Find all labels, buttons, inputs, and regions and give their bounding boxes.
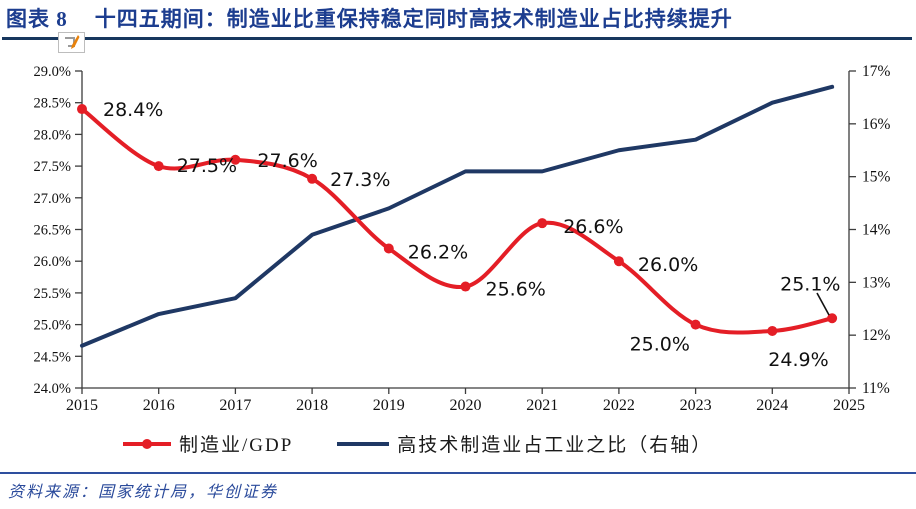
blue-series-line (80, 84, 835, 348)
data-point-label: 27.5% (177, 155, 237, 177)
x-tick-label: 2022 (603, 397, 635, 414)
dual-axis-line-chart: 29.0% 28.5% 28.0% 27.5% 27.0% 26.5% 26.0% 25.5%… (34, 63, 891, 414)
figure-label: 图表 8 (6, 7, 68, 31)
y-right-tick-label: 14% (862, 222, 891, 239)
data-point-marker (827, 313, 838, 324)
title-divider (2, 37, 912, 40)
x-tick-label: 2020 (450, 397, 482, 414)
y-left-tick-label: 29.0% (34, 64, 71, 80)
data-point-label: 25.6% (486, 279, 546, 301)
legend-item-manufacturing-gdp: 制造业/GDP (123, 430, 293, 457)
y-left-tick-label: 24.0% (34, 381, 71, 397)
x-tick-label: 2018 (296, 397, 328, 414)
legend-item-hightech-share: 高技术制造业占工业之比（右轴） (337, 430, 712, 457)
annotation-leader-line (816, 292, 830, 316)
y-left-tick-label: 25.5% (34, 286, 71, 302)
chart-legend: 制造业/GDP 高技术制造业占工业之比（右轴） (123, 430, 712, 457)
data-point-marker (690, 319, 701, 330)
data-point-marker (767, 325, 778, 336)
data-point-label: 26.0% (638, 254, 698, 276)
x-tick-label: 2024 (756, 397, 788, 414)
legend-label: 制造业/GDP (179, 435, 294, 456)
y-left-tick-label: 24.5% (34, 349, 71, 365)
y-right-tick-label: 13% (862, 274, 891, 291)
data-point-label: 26.2% (408, 242, 468, 264)
y-right-tick-label: 12% (862, 327, 891, 344)
y-right-tick-label: 16% (862, 116, 891, 133)
y-left-tick-label: 27.5% (34, 159, 71, 175)
data-point-marker (613, 256, 624, 267)
data-point-label: 27.6% (257, 150, 317, 172)
data-point-marker (153, 161, 164, 172)
y-left-tick-label: 27.0% (34, 191, 71, 207)
figure-header: 图表 8 十四五期间：制造业比重保持稳定同时高技术制造业占比持续提升 (6, 3, 906, 33)
x-tick-label: 2021 (526, 397, 558, 414)
data-point-label: 25.1% (780, 273, 840, 295)
y-left-tick-label: 26.5% (34, 223, 71, 239)
data-point-marker (77, 104, 87, 115)
y-right-tick-label: 15% (862, 169, 891, 186)
data-point-marker (383, 243, 394, 254)
source-note: 资料来源：国家统计局，华创证券 (8, 484, 279, 501)
blue-line-swatch (337, 441, 390, 446)
y-right-tick-label: 17% (862, 63, 891, 80)
data-point-label: 25.0% (630, 334, 690, 356)
x-tick-label: 2016 (143, 397, 175, 414)
source-divider (0, 472, 916, 474)
y-left-tick-label: 25.0% (34, 318, 71, 334)
y-left-tick-label: 28.5% (34, 96, 71, 112)
figure-title: 十四五期间：制造业比重保持稳定同时高技术制造业占比持续提升 (94, 7, 733, 31)
x-tick-label: 2023 (680, 397, 712, 414)
x-tick-label: 2017 (219, 397, 251, 414)
data-point-marker (460, 281, 471, 292)
data-point-label: 27.3% (330, 169, 390, 191)
legend-label: 高技术制造业占工业之比（右轴） (397, 435, 713, 456)
y-left-tick-label: 28.0% (34, 127, 71, 143)
red-dot-icon (142, 438, 152, 449)
data-point-marker (537, 218, 548, 229)
data-point-label: 28.4% (103, 99, 163, 121)
data-point-label: 24.9% (768, 349, 828, 371)
y-right-tick-label: 11% (862, 380, 890, 397)
data-point-marker (230, 154, 241, 165)
red-series-line (80, 107, 835, 335)
edit-note-icon-glyph (65, 35, 80, 49)
x-tick-label: 2025 (833, 397, 865, 414)
x-tick-label: 2019 (373, 397, 405, 414)
data-point-label: 26.6% (563, 216, 623, 238)
data-point-marker (307, 173, 318, 184)
red-line-marker-swatch (123, 438, 171, 449)
edit-note-icon (58, 32, 85, 53)
y-left-tick-label: 26.0% (34, 254, 71, 270)
x-tick-label: 2015 (66, 397, 98, 414)
